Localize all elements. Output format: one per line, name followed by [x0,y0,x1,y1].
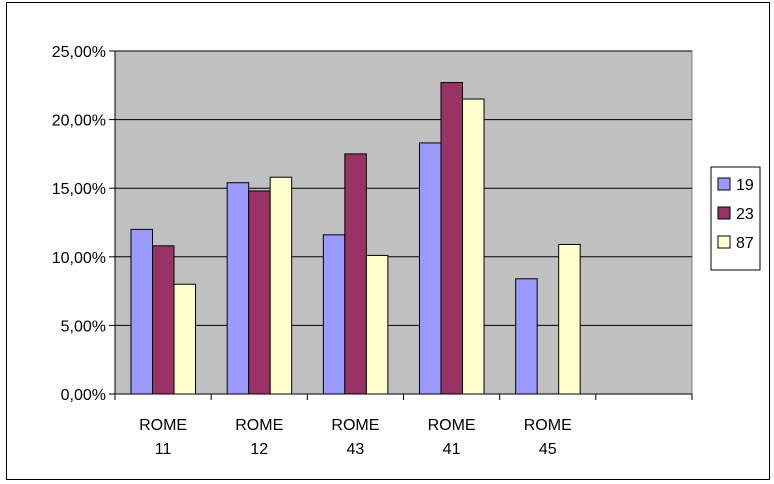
x-tick-label: 41 [443,441,461,458]
y-tick-label: 20,00% [52,113,106,130]
bar-23-3 [440,82,463,395]
bar-23-2 [344,153,367,395]
bar-87-0 [173,283,196,395]
y-tick-label: 15,00% [52,181,106,198]
bar-87-2 [365,254,389,395]
x-tick-label: 45 [539,441,557,458]
x-tick-label: ROME [331,417,379,434]
legend-label-87: 87 [736,235,754,252]
bar-19-3 [419,142,442,395]
legend-swatch-19 [717,177,731,191]
x-axis-labels: ROME 11 ROME 12 ROME 43 ROME 41 ROME 45 [139,417,572,458]
y-tick-label: 25,00% [52,44,106,61]
legend-swatch-87 [717,235,731,249]
bar-19-0 [130,228,153,395]
bar-19-1 [226,182,250,395]
legend-label-19: 19 [736,177,754,194]
gridlines [115,50,692,326]
x-tick-label: ROME [428,417,476,434]
y-tick-label: 0,00% [61,387,106,404]
legend: 19 23 87 [710,166,761,271]
x-tick-label: 43 [347,441,365,458]
x-tick-label: 12 [250,441,268,458]
bar-19-2 [322,234,346,395]
legend-swatch-23 [717,206,731,220]
y-axis-labels: 0,00% 5,00% 10,00% 15,00% 20,00% 25,00% [52,44,106,404]
bar-87-3 [462,98,485,395]
bar-23-0 [152,245,175,395]
bar-19-4 [515,278,538,395]
bars [130,82,581,395]
legend-label-23: 23 [736,206,754,223]
y-tick-label: 10,00% [52,250,106,267]
plot-area [114,50,693,395]
bar-87-4 [558,243,581,395]
x-tick-label: ROME [235,417,283,434]
x-tick-label: 11 [155,441,172,458]
axes [109,50,693,400]
x-tick-label: ROME [139,417,187,434]
bar-87-1 [269,176,293,395]
y-tick-label: 5,00% [61,318,106,335]
x-tick-label: ROME [524,417,572,434]
bar-23-1 [248,190,271,395]
